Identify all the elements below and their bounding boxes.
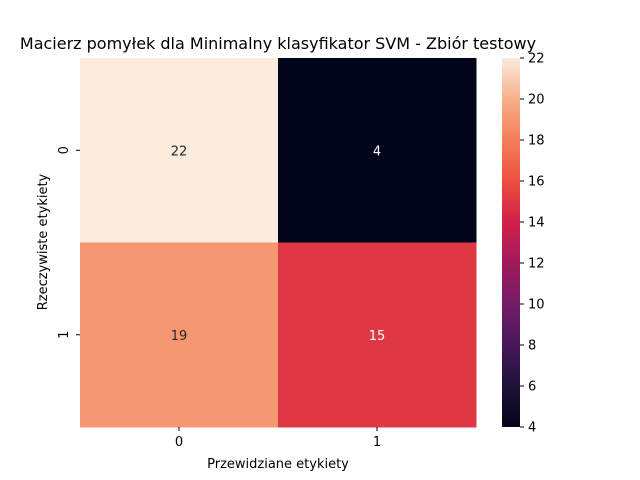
x-axis-label: Przewidziane etykiety (207, 457, 349, 472)
x-tick-label: 1 (373, 435, 381, 450)
colorbar (502, 58, 520, 427)
cell-value-label: 19 (171, 329, 188, 344)
colorbar-tick-label: 18 (528, 134, 545, 149)
colorbar-tick-label: 4 (528, 421, 536, 436)
heatmap-cell (278, 58, 477, 243)
heatmap-cell (278, 242, 477, 428)
x-tick-label: 0 (175, 435, 183, 450)
colorbar-tick-label: 14 (528, 216, 545, 231)
heatmap-cell (80, 242, 279, 428)
colorbar-tick-label: 12 (528, 257, 545, 272)
colorbar-tick-label: 22 (528, 52, 545, 67)
cell-value-label: 4 (373, 144, 381, 159)
heatmap-cell (80, 58, 279, 243)
colorbar-tick-label: 16 (528, 175, 545, 190)
colorbar-tick-label: 8 (528, 339, 536, 354)
colorbar-tick-label: 10 (528, 298, 545, 313)
colorbar-tick-label: 6 (528, 380, 536, 395)
cell-value-label: 15 (369, 329, 386, 344)
y-tick-label: 0 (57, 146, 72, 154)
colorbar-tick-label: 20 (528, 93, 545, 108)
y-tick-label: 1 (57, 331, 72, 339)
y-axis-label: Rzeczywiste etykiety (36, 173, 51, 310)
chart-title: Macierz pomyłek dla Minimalny klasyfikat… (20, 34, 536, 53)
cell-value-label: 22 (171, 144, 188, 159)
